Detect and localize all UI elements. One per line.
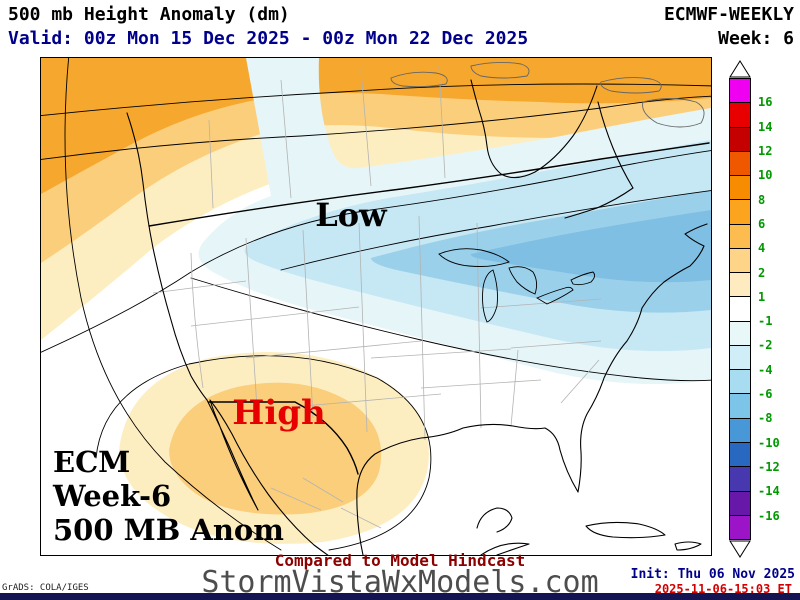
colorbar-segment	[730, 175, 750, 200]
colorbar-segment	[730, 223, 750, 248]
great-lakes	[438, 248, 596, 323]
colorbar-tick-label: 16	[758, 95, 773, 110]
colorbar-segment	[730, 102, 750, 127]
init-time: Init: Thu 06 Nov 2025	[630, 567, 795, 582]
creation-timestamp: 2025-11-06-15:03 ET	[654, 582, 792, 596]
state-borders	[152, 65, 602, 529]
high-label: High	[232, 393, 326, 433]
colorbar-tick-label: 12	[758, 143, 773, 158]
colorbar-tick-label: 6	[758, 216, 766, 231]
colorbar-tick-label: -4	[758, 362, 773, 377]
colorbar-labels: 16 14 12 10 8 6 4 2 1 -1 -2 -4 -6 -8 -10 -12 -14 -16	[758, 78, 790, 540]
header-row-1: 500 mb Height Anomaly (dm) ECMWF-WEEKLY	[8, 4, 794, 25]
caption-field: 500 MB Anom	[53, 513, 284, 547]
bottom-bar	[0, 593, 800, 600]
colorbar-segment	[730, 344, 750, 370]
arctic-islands	[390, 61, 705, 128]
colorbar-segment	[730, 272, 750, 297]
colorbar-tick-label: -16	[758, 508, 780, 523]
colorbar-tick-label: -1	[758, 314, 773, 329]
map-svg: Low High ECM Week-6 500 MB Anom	[41, 58, 711, 555]
colorbar: 16 14 12 10 8 6 4 2 1 -1 -2 -4 -6 -8 -10 -12 -14 -16	[728, 60, 792, 560]
colorbar-tick-label: 4	[758, 241, 766, 256]
low-anomaly-deep	[470, 210, 711, 283]
header-row-2: Valid: 00z Mon 15 Dec 2025 - 00z Mon 22 …	[8, 28, 794, 49]
colorbar-segment	[730, 393, 750, 418]
colorbar-segments	[729, 78, 751, 540]
chart-title: 500 mb Height Anomaly (dm)	[8, 4, 290, 25]
colorbar-tick-label: 14	[758, 119, 773, 134]
colorbar-arrow-down-icon	[729, 540, 751, 558]
us-canada-border	[148, 142, 710, 227]
colorbar-tick-label: 1	[758, 289, 766, 304]
colorbar-segment	[730, 79, 750, 103]
southwest-anomaly-core	[169, 382, 382, 515]
colorbar-tick-label: -10	[758, 435, 780, 450]
colorbar-segment	[730, 441, 750, 467]
colorbar-segment	[730, 199, 750, 224]
colorbar-segment	[730, 320, 750, 345]
colorbar-segment	[730, 150, 750, 176]
colorbar-segment	[730, 417, 750, 442]
colorbar-segment	[730, 296, 750, 321]
colorbar-tick-label: -8	[758, 411, 773, 426]
colorbar-tick-label: -2	[758, 338, 773, 353]
colorbar-tick-label: -6	[758, 387, 773, 402]
colorbar-segment	[730, 247, 750, 273]
colorbar-segment	[730, 514, 750, 540]
valid-range: Valid: 00z Mon 15 Dec 2025 - 00z Mon 22 …	[8, 28, 529, 49]
model-name: ECMWF-WEEKLY	[663, 4, 794, 25]
grads-credit: GrADS: COLA/IGES	[2, 583, 89, 593]
colorbar-arrow-up-icon	[729, 60, 751, 78]
hindcast-note: Compared to Model Hindcast	[274, 551, 526, 570]
colorbar-segment	[730, 126, 750, 151]
colorbar-tick-label: 2	[758, 265, 766, 280]
caption-model: ECM	[53, 445, 130, 479]
colorbar-tick-label: 8	[758, 192, 766, 207]
us-mexico-border	[208, 401, 359, 475]
colorbar-segment	[730, 466, 750, 491]
colorbar-tick-label: 10	[758, 168, 773, 183]
low-label: Low	[315, 196, 388, 234]
north-anomaly-core	[41, 58, 711, 194]
contour-lines	[41, 58, 711, 551]
anomaly-map: Low High ECM Week-6 500 MB Anom	[40, 57, 712, 556]
colorbar-tick-label: -14	[758, 484, 780, 499]
week-number: Week: 6	[718, 28, 794, 49]
coastlines	[126, 79, 708, 555]
colorbar-segment	[730, 490, 750, 515]
colorbar-tick-label: -12	[758, 460, 780, 475]
colorbar-segment	[730, 369, 750, 394]
caption-week: Week-6	[52, 479, 171, 513]
